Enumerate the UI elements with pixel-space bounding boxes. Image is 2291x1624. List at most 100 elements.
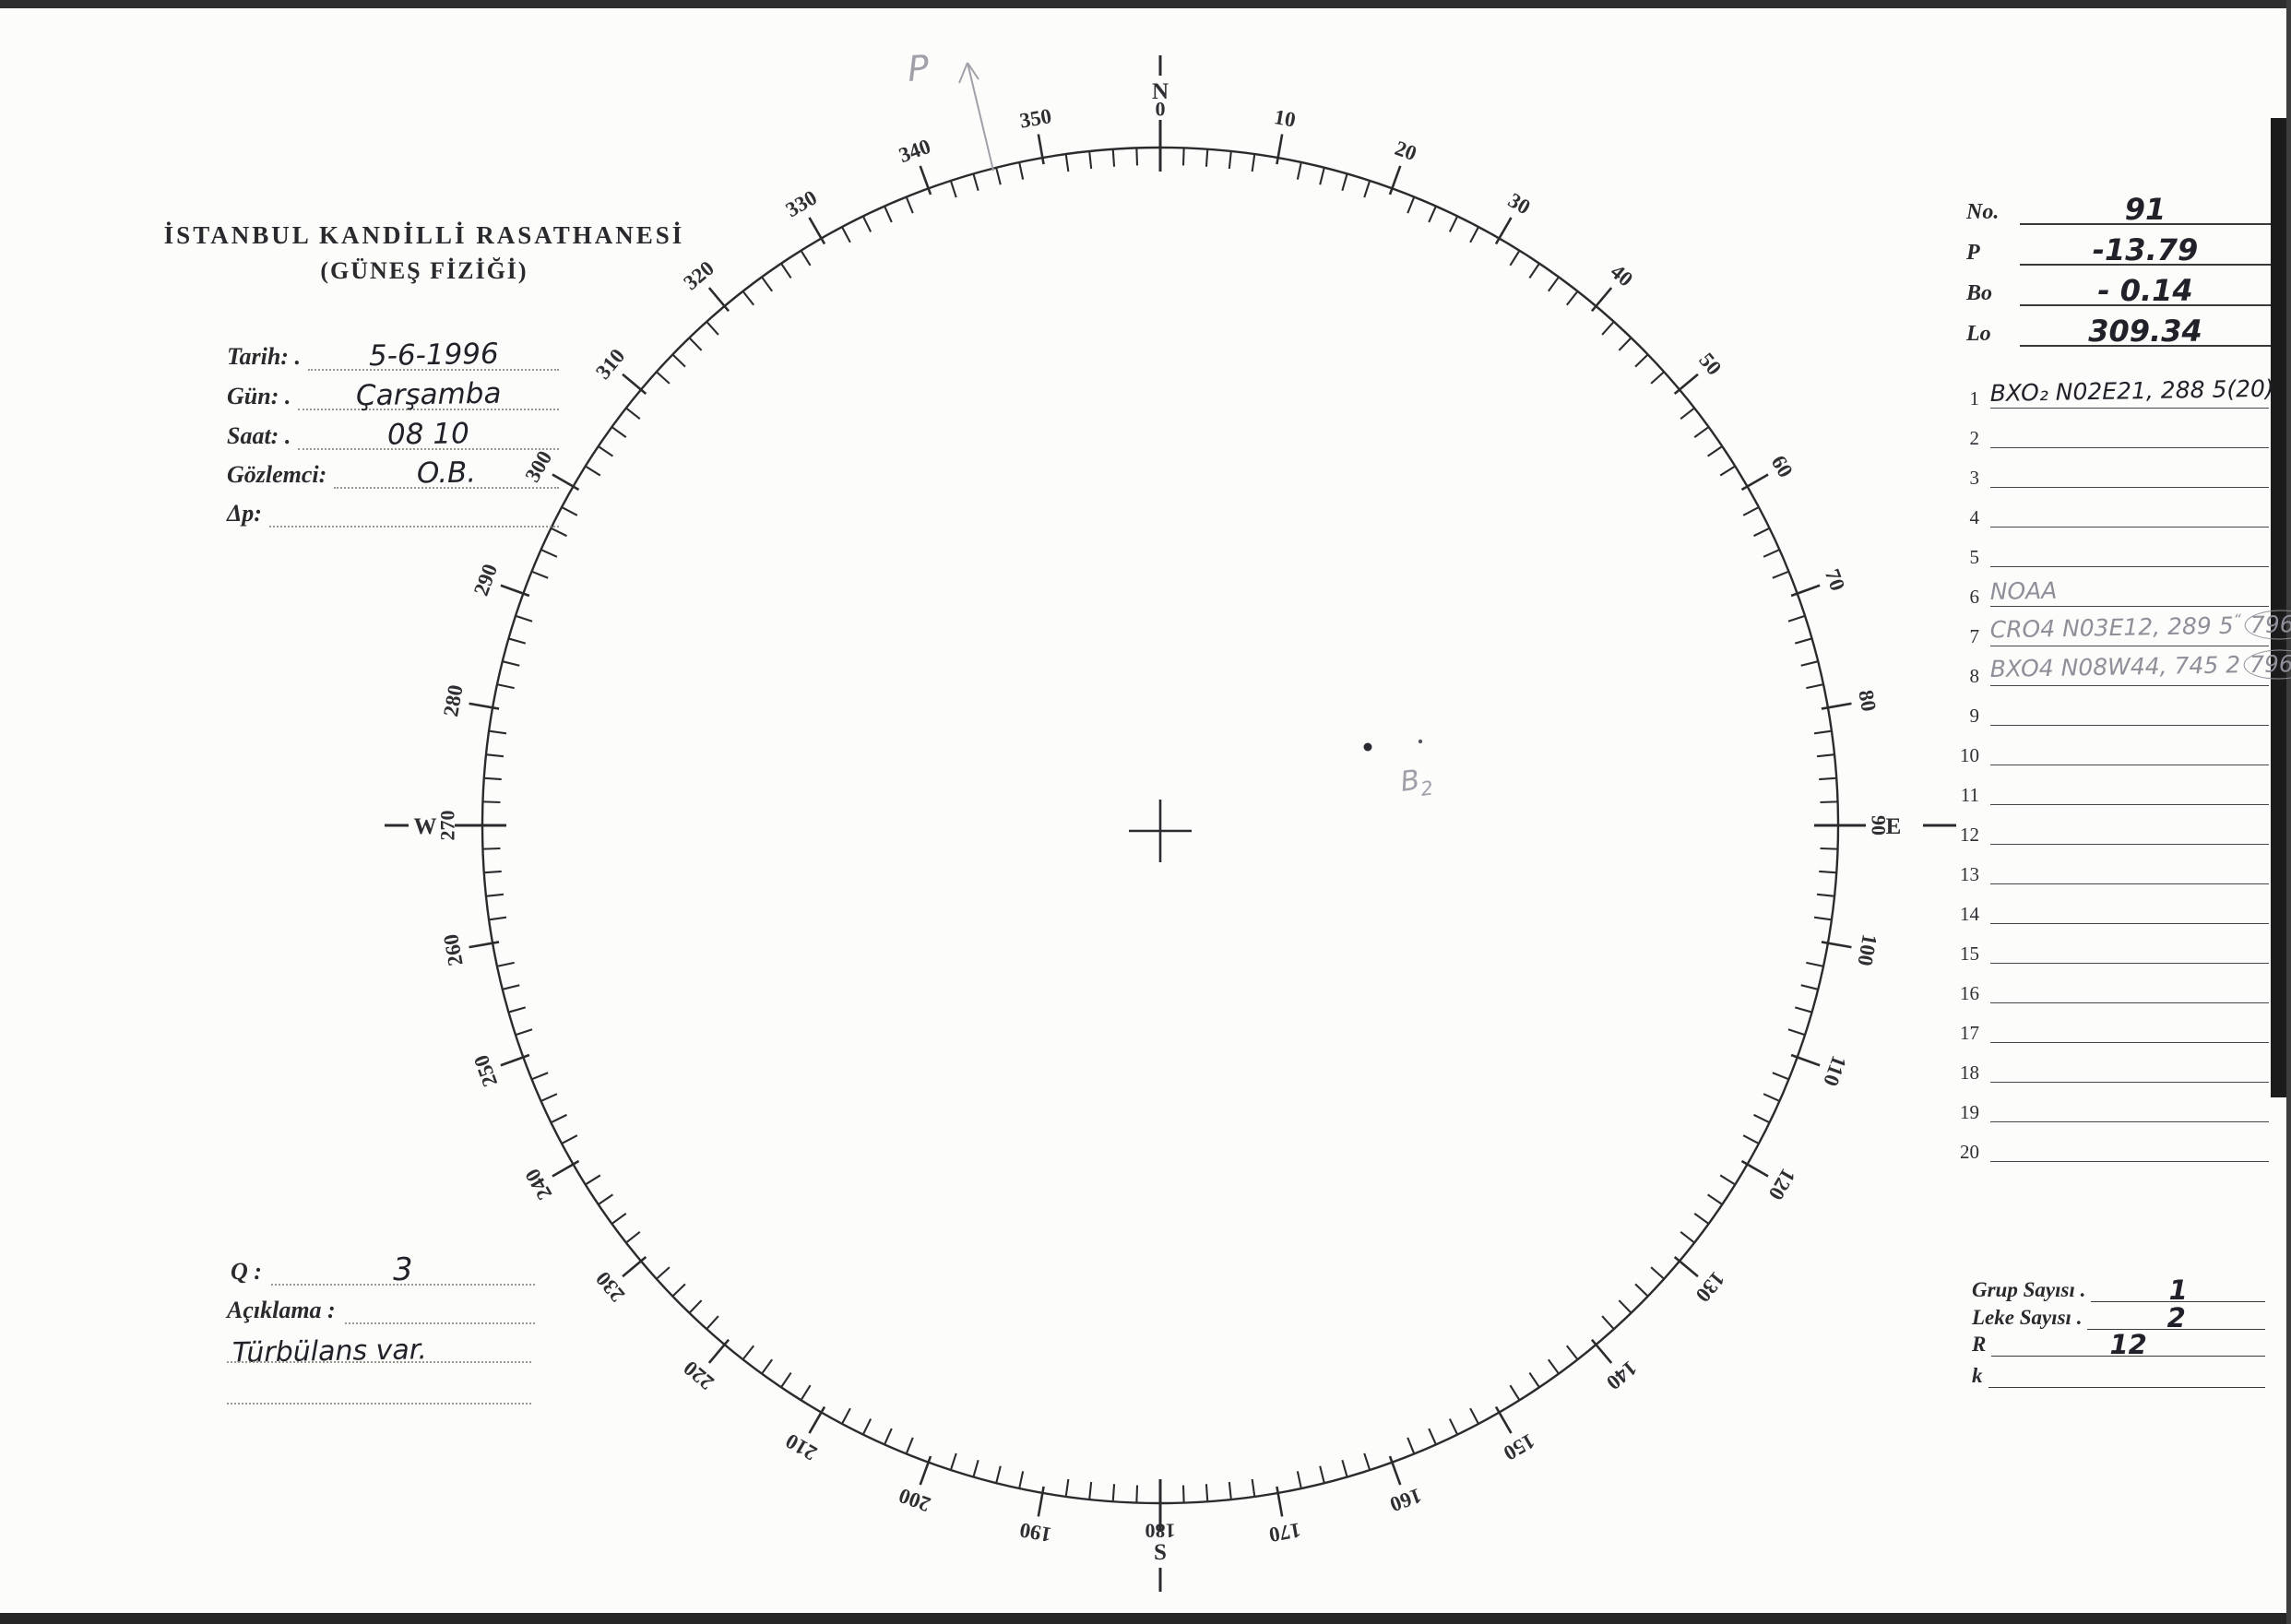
group-row-line bbox=[1990, 408, 2269, 409]
tick-238 bbox=[585, 1174, 601, 1185]
group-row-number: 19 bbox=[1960, 1101, 1979, 1123]
tick-272 bbox=[483, 800, 501, 804]
remark-underline bbox=[227, 1361, 531, 1363]
tick-354 bbox=[1088, 151, 1093, 170]
tick-308 bbox=[625, 408, 641, 421]
degree-label-80: 80 bbox=[1854, 688, 1881, 713]
tick-202 bbox=[906, 1437, 914, 1453]
group-row-number: 15 bbox=[1960, 942, 1979, 965]
remark-empty-line bbox=[227, 1403, 531, 1405]
sunspot-1 bbox=[1363, 742, 1372, 752]
ephemeris-value: - 0.14 bbox=[2097, 273, 2193, 308]
group-row-number: 14 bbox=[1960, 903, 1979, 925]
group-row-3: 3 bbox=[1953, 452, 2271, 492]
tick-136 bbox=[1618, 1299, 1632, 1313]
count-label: Grup Sayısı . bbox=[1972, 1278, 2086, 1301]
tick-30 bbox=[1494, 217, 1513, 245]
tick-174 bbox=[1228, 1481, 1232, 1500]
ephemeris-label: P bbox=[1966, 241, 1980, 265]
group-row-16: 16 bbox=[1953, 967, 2271, 1007]
tick-142 bbox=[1565, 1345, 1578, 1360]
degree-label-10: 10 bbox=[1273, 105, 1298, 132]
obs-field-4: Gözlemci: O.B. bbox=[227, 452, 559, 491]
tick-258 bbox=[497, 961, 515, 967]
tick-128 bbox=[1680, 1230, 1695, 1243]
group-row-10: 10 bbox=[1953, 729, 2271, 769]
degree-label-210: 210 bbox=[782, 1429, 821, 1465]
tick-274 bbox=[484, 776, 502, 781]
tick-52 bbox=[1680, 408, 1695, 421]
group-row-5: 5 bbox=[1953, 531, 2271, 571]
quality-row: Q : 3 bbox=[231, 1251, 535, 1289]
tick-146 bbox=[1528, 1372, 1540, 1388]
tick-64 bbox=[1753, 528, 1770, 538]
tick-220 bbox=[707, 1338, 730, 1364]
group-row-line bbox=[1990, 1002, 2269, 1003]
group-row-line bbox=[1990, 1121, 2269, 1122]
tick-194 bbox=[995, 1465, 1002, 1483]
tick-208 bbox=[841, 1407, 851, 1424]
tick-114 bbox=[1763, 1093, 1779, 1102]
tick-76 bbox=[1800, 660, 1818, 667]
aciklama-row: Açıklama : bbox=[227, 1297, 535, 1324]
department-name: (GÜNEŞ FİZİĞİ) bbox=[320, 257, 528, 284]
tick-204 bbox=[884, 1428, 893, 1444]
group-row-1: 1 BXO₂ N02E21, 288 5(20) bbox=[1953, 373, 2274, 412]
tick-322 bbox=[742, 290, 755, 306]
tick-48 bbox=[1650, 372, 1665, 385]
tick-132 bbox=[1650, 1266, 1665, 1279]
group-row-number: 9 bbox=[1969, 705, 1980, 727]
group-row-7: 7 CRO4 N03E12, 289 5“ 7968 bbox=[1953, 609, 2291, 650]
degree-label-290: 290 bbox=[469, 561, 502, 599]
tick-198 bbox=[950, 1452, 957, 1470]
group-row-2: 2 bbox=[1953, 412, 2271, 452]
cardinal-degree-0: 0 bbox=[1156, 98, 1166, 121]
obs-field-label: Tarih: . bbox=[227, 343, 301, 370]
tick-338 bbox=[906, 197, 914, 214]
tick-222 bbox=[706, 1315, 719, 1330]
tick-152 bbox=[1469, 1407, 1479, 1424]
cardinal-letter-N: N bbox=[1152, 79, 1169, 104]
tick-134 bbox=[1634, 1283, 1648, 1297]
q-value: 3 bbox=[392, 1251, 414, 1289]
obs-field-3: Saat: . 08 10 bbox=[227, 413, 559, 452]
tick-340 bbox=[919, 165, 932, 196]
obs-field-label: Gün: . bbox=[227, 383, 291, 409]
group-row-number: 7 bbox=[1969, 625, 1980, 647]
b2-pencil-annotation: B2 bbox=[1398, 763, 1434, 803]
tick-324 bbox=[761, 277, 773, 292]
observatory-header: İSTANBUL KANDİLLİ RASATHANESİ (GÜNEŞ FİZ… bbox=[157, 221, 692, 285]
tick-116 bbox=[1753, 1113, 1770, 1123]
group-row-12: 12 bbox=[1953, 809, 2271, 848]
tick-170 bbox=[1276, 1486, 1284, 1517]
tick-296 bbox=[551, 528, 567, 538]
group-row-6: 6 NOAA bbox=[1953, 571, 2271, 610]
tick-248 bbox=[532, 1072, 549, 1080]
tick-40 bbox=[1590, 287, 1613, 313]
cardinal-degree-90: 90 bbox=[1867, 815, 1890, 836]
ephemeris-label: No. bbox=[1966, 200, 2000, 224]
degree-label-140: 140 bbox=[1602, 1357, 1641, 1394]
tick-176 bbox=[1205, 1484, 1209, 1501]
tick-72 bbox=[1787, 615, 1805, 622]
tick-298 bbox=[562, 506, 578, 516]
tick-234 bbox=[611, 1213, 627, 1225]
tick-232 bbox=[625, 1230, 641, 1243]
tick-264 bbox=[486, 893, 504, 897]
tick-56 bbox=[1707, 445, 1723, 457]
tick-294 bbox=[541, 549, 558, 558]
count-field-3: R 12 bbox=[1972, 1329, 2265, 1358]
tick-290 bbox=[500, 584, 530, 598]
tick-80 bbox=[1821, 702, 1852, 710]
tick-86 bbox=[1819, 776, 1836, 781]
tick-230 bbox=[622, 1255, 647, 1278]
group-row-number: 18 bbox=[1960, 1061, 1979, 1084]
obs-field-5: Δp: bbox=[227, 491, 559, 528]
cardinal-letter-E: E bbox=[1886, 814, 1902, 839]
group-row-number: 4 bbox=[1969, 506, 1980, 528]
cardinal-degree-270: 270 bbox=[436, 811, 459, 841]
tick-268 bbox=[483, 847, 501, 850]
group-row-13: 13 bbox=[1953, 848, 2271, 888]
